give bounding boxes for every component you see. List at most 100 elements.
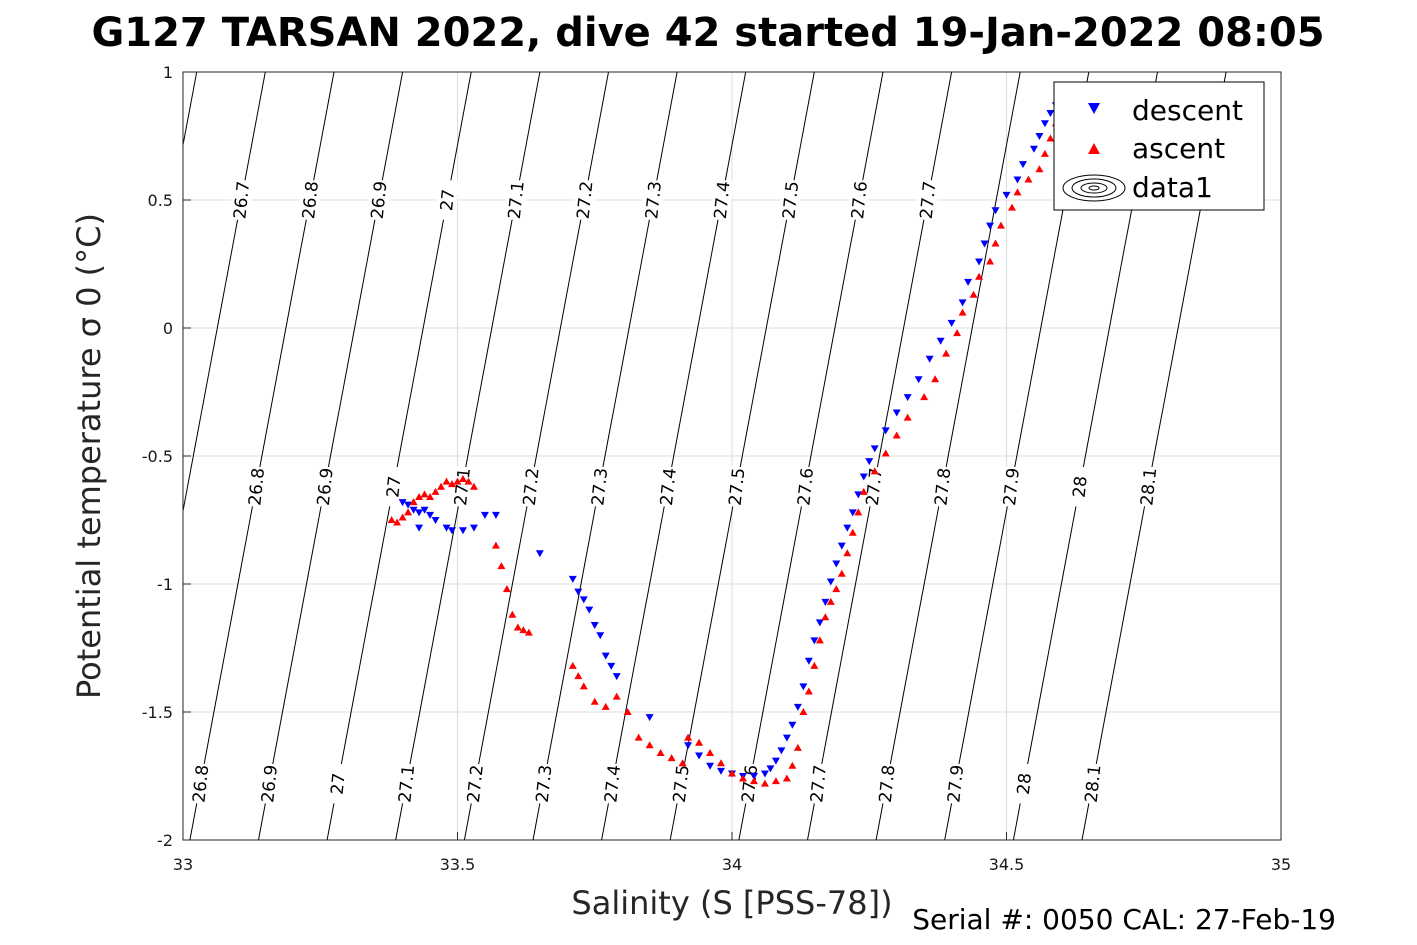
ascent-point bbox=[398, 513, 407, 521]
descent-point bbox=[1013, 176, 1022, 184]
ascent-point bbox=[881, 449, 890, 457]
ascent-point bbox=[1035, 165, 1044, 173]
serial-cal-footer: Serial #: 0050 CAL: 27-Feb-19 bbox=[912, 903, 1336, 936]
svg-text:27.2: 27.2 bbox=[464, 764, 488, 804]
x-tick-label: 33 bbox=[173, 855, 193, 874]
ascent-point bbox=[793, 743, 802, 751]
legend-ascent-marker bbox=[1088, 143, 1100, 154]
descent-point bbox=[404, 501, 413, 509]
descent-point bbox=[947, 319, 956, 327]
svg-text:27.6: 27.6 bbox=[794, 467, 818, 507]
descent-point bbox=[804, 657, 813, 665]
descent-point bbox=[810, 637, 819, 645]
descent-point bbox=[925, 355, 934, 363]
svg-text:26.8: 26.8 bbox=[299, 180, 323, 220]
descent-point bbox=[854, 491, 863, 499]
descent-point bbox=[980, 240, 989, 248]
svg-text:27: 27 bbox=[437, 188, 459, 212]
descent-point bbox=[771, 757, 780, 765]
svg-text:27: 27 bbox=[383, 475, 405, 499]
descent-point bbox=[815, 619, 824, 627]
contour-label-27.7: 27.7 bbox=[861, 465, 887, 508]
descent-point bbox=[870, 445, 879, 453]
contour-line-26.5 bbox=[0, 72, 128, 840]
contour-label-27.2: 27.2 bbox=[518, 465, 544, 508]
descent-point bbox=[788, 721, 797, 729]
ascent-point bbox=[892, 431, 901, 439]
contour-label-26.8: 26.8 bbox=[244, 465, 269, 508]
descent-point bbox=[821, 598, 830, 606]
svg-text:28.1: 28.1 bbox=[1137, 467, 1161, 507]
descent-point bbox=[717, 767, 726, 775]
svg-text:26.9: 26.9 bbox=[314, 467, 338, 507]
contour-label-28.1: 28.1 bbox=[1080, 762, 1106, 805]
ascent-point bbox=[695, 738, 704, 746]
ascent-point bbox=[464, 477, 473, 485]
ascent-point bbox=[826, 597, 835, 605]
descent-point bbox=[415, 509, 424, 517]
descent-point bbox=[448, 527, 457, 535]
legend-item-descent: descent bbox=[1088, 94, 1243, 127]
y-tick-label: 0.5 bbox=[148, 191, 173, 210]
ascent-point bbox=[513, 623, 522, 631]
contour-label-27: 27 bbox=[435, 179, 459, 221]
descent-point bbox=[760, 770, 769, 778]
contour-label-27.3: 27.3 bbox=[641, 179, 666, 221]
descent-point bbox=[766, 765, 775, 773]
descent-point bbox=[420, 506, 429, 514]
descent-point bbox=[777, 747, 786, 755]
ascent-point bbox=[491, 541, 500, 549]
contour-label-27.5: 27.5 bbox=[778, 179, 803, 221]
descent-point bbox=[535, 550, 544, 558]
legend-descent-label: descent bbox=[1132, 94, 1243, 127]
y-tick-label: 1 bbox=[163, 63, 173, 82]
contour-label-27.2: 27.2 bbox=[462, 762, 488, 805]
ascent-point bbox=[1024, 175, 1033, 183]
contour-label-27: 27 bbox=[381, 465, 405, 508]
legend-item-data1: data1 bbox=[1062, 171, 1213, 204]
descent-point bbox=[991, 207, 1000, 215]
ascent-point bbox=[415, 492, 424, 500]
descent-point bbox=[936, 337, 945, 345]
ascent-point bbox=[859, 487, 868, 495]
descent-point bbox=[958, 299, 967, 307]
descent-point bbox=[398, 499, 407, 507]
descent-point bbox=[409, 506, 418, 514]
ascent-point bbox=[684, 733, 693, 741]
y-axis-label: Potential temperature σ 0 (°C) bbox=[70, 213, 108, 699]
ascent-point bbox=[1013, 188, 1022, 196]
ascent-point bbox=[969, 290, 978, 298]
svg-text:27.2: 27.2 bbox=[574, 180, 598, 220]
ascent-point bbox=[431, 487, 440, 495]
ascent-point bbox=[997, 221, 1006, 229]
contour-label-28: 28 bbox=[1067, 465, 1092, 508]
descent-point bbox=[415, 524, 424, 532]
descent-point bbox=[914, 376, 923, 384]
contour-line-27.8 bbox=[875, 72, 1021, 840]
x-axis: 33 33.5 34 34.5 35 bbox=[173, 832, 1291, 874]
descent-point bbox=[782, 734, 791, 742]
ascent-point bbox=[634, 733, 643, 741]
ascent-point bbox=[837, 569, 846, 577]
ascent-point bbox=[409, 498, 418, 506]
ascent-point bbox=[404, 508, 413, 516]
ascent-point bbox=[508, 610, 517, 618]
ascent-point bbox=[420, 490, 429, 498]
contour-label-27.9: 27.9 bbox=[943, 762, 968, 805]
ascent-point bbox=[986, 257, 995, 265]
descent-point bbox=[426, 511, 435, 519]
descent-point bbox=[793, 703, 802, 711]
ascent-point bbox=[821, 613, 830, 621]
contour-label-27.6: 27.6 bbox=[793, 465, 818, 508]
svg-text:27.7: 27.7 bbox=[917, 180, 941, 220]
legend-data1-label: data1 bbox=[1132, 171, 1213, 204]
ascent-point bbox=[502, 585, 511, 593]
svg-text:27.7: 27.7 bbox=[863, 467, 887, 507]
descent-point bbox=[458, 527, 467, 535]
contour-label-27.4: 27.4 bbox=[709, 179, 735, 221]
contour-label-27.6: 27.6 bbox=[737, 762, 762, 805]
ascent-point bbox=[497, 562, 506, 570]
descent-point bbox=[826, 578, 835, 586]
descent-point bbox=[964, 278, 973, 286]
ascent-point bbox=[810, 661, 819, 669]
